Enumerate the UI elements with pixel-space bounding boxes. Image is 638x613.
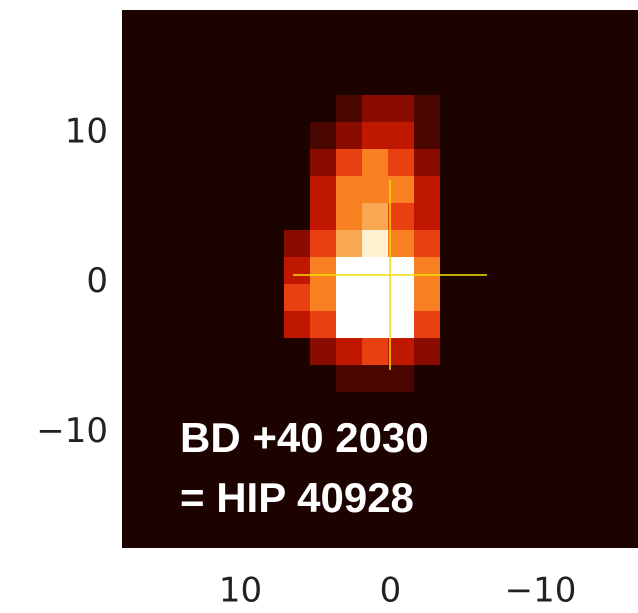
image-pixel xyxy=(362,149,388,176)
image-pixel xyxy=(362,311,388,338)
image-pixel xyxy=(388,149,414,176)
image-pixel xyxy=(336,284,362,311)
x-tick-label: 10 xyxy=(219,571,262,611)
image-pixel xyxy=(310,176,336,203)
y-tick-label: 0 xyxy=(86,261,108,301)
image-pixel xyxy=(336,149,362,176)
image-pixel xyxy=(388,311,414,338)
image-pixel xyxy=(388,176,414,203)
image-pixel xyxy=(414,203,440,230)
image-pixel xyxy=(414,338,440,365)
image-pixel xyxy=(336,230,362,257)
image-pixel xyxy=(362,95,388,122)
image-pixel xyxy=(362,365,388,392)
image-pixel xyxy=(284,230,310,257)
image-pixel xyxy=(388,284,414,311)
image-pixel xyxy=(310,257,336,284)
image-pixel xyxy=(414,284,440,311)
image-pixel xyxy=(310,203,336,230)
image-pixel xyxy=(284,311,310,338)
y-tick-label: 10 xyxy=(65,111,108,151)
image-pixel xyxy=(336,365,362,392)
image-pixel xyxy=(310,230,336,257)
image-pixel xyxy=(388,230,414,257)
image-pixel xyxy=(310,311,336,338)
image-pixel xyxy=(414,149,440,176)
image-pixel xyxy=(362,203,388,230)
image-pixel xyxy=(284,257,310,284)
image-pixel xyxy=(336,176,362,203)
image-pixel xyxy=(388,338,414,365)
image-pixel xyxy=(414,122,440,149)
image-pixel xyxy=(362,122,388,149)
image-pixel xyxy=(414,95,440,122)
image-pixel xyxy=(414,311,440,338)
image-pixel xyxy=(310,122,336,149)
image-pixel xyxy=(388,95,414,122)
image-pixel xyxy=(336,203,362,230)
image-pixel xyxy=(336,311,362,338)
image-pixel xyxy=(336,122,362,149)
image-pixel xyxy=(362,176,388,203)
y-tick-label: −10 xyxy=(36,411,108,451)
image-pixels xyxy=(284,95,440,392)
image-pixel xyxy=(414,176,440,203)
annotation: BD +40 2030 xyxy=(180,414,429,461)
x-tick-label: −10 xyxy=(505,571,577,611)
image-pixel xyxy=(284,284,310,311)
image-pixel xyxy=(310,284,336,311)
image-pixel xyxy=(388,257,414,284)
image-pixel xyxy=(336,257,362,284)
image-pixel xyxy=(362,257,388,284)
image-pixel xyxy=(310,338,336,365)
image-pixel xyxy=(388,365,414,392)
image-pixel xyxy=(310,149,336,176)
image-pixel xyxy=(388,203,414,230)
image-pixel xyxy=(388,122,414,149)
image-pixel xyxy=(362,284,388,311)
image-pixel xyxy=(336,338,362,365)
x-tick-label: 0 xyxy=(380,571,402,611)
image-pixel xyxy=(336,95,362,122)
image-pixel xyxy=(414,257,440,284)
image-pixel xyxy=(362,338,388,365)
image-pixel xyxy=(414,230,440,257)
image-pixel xyxy=(362,230,388,257)
annotation: = HIP 40928 xyxy=(180,474,414,521)
